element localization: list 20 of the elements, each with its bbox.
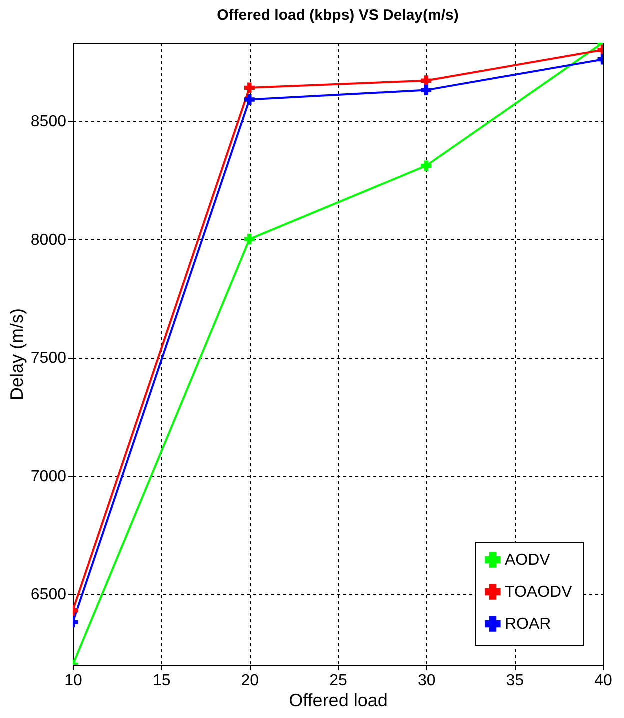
- y-tick-label: 6500: [30, 586, 67, 604]
- x-tick-label: 40: [594, 672, 612, 690]
- legend-label: ROAR: [505, 616, 552, 633]
- legend-label: TOAODV: [505, 584, 573, 601]
- legend-label: AODV: [505, 552, 551, 569]
- x-axis-title: Offered load: [289, 690, 388, 710]
- y-tick-label: 8000: [30, 232, 67, 249]
- y-tick-label: 7500: [30, 350, 67, 368]
- x-tick-label: 30: [418, 672, 436, 690]
- point: [421, 160, 432, 172]
- x-tick-label: 35: [506, 672, 524, 690]
- y-tick-label: 8500: [30, 114, 67, 131]
- chart-title: Offered load (kbps) VS Delay(m/s): [217, 7, 459, 24]
- x-tick-label: 10: [64, 672, 82, 690]
- x-tick-label: 15: [152, 672, 171, 690]
- x-tick-label: 25: [330, 672, 348, 690]
- x-tick-label: 20: [241, 672, 260, 690]
- point: [244, 234, 255, 245]
- y-tick-label: 7000: [30, 468, 67, 486]
- y-axis-title: Delay (m/s): [6, 308, 27, 401]
